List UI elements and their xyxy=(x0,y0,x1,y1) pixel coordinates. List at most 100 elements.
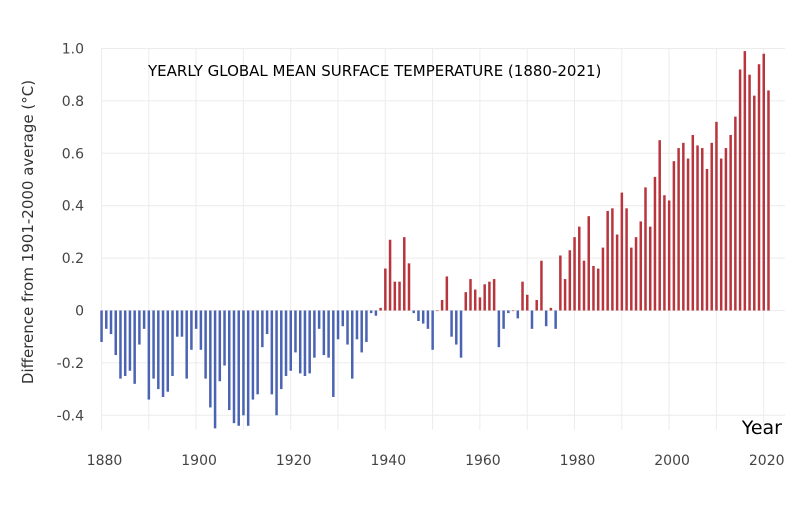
bar-1916 xyxy=(270,310,274,395)
bar-1938 xyxy=(374,310,378,316)
bar-1880 xyxy=(100,310,103,342)
bar-1944 xyxy=(403,237,406,311)
bar-2016 xyxy=(743,51,747,311)
bar-2001 xyxy=(672,161,676,311)
bar-1935 xyxy=(360,310,363,353)
bar-2019 xyxy=(757,64,761,311)
bar-1950 xyxy=(431,310,434,350)
bar-1993 xyxy=(634,237,638,311)
bar-1939 xyxy=(379,307,382,311)
bar-1977 xyxy=(559,255,562,311)
bar-2021 xyxy=(767,90,770,311)
x-tick-labels: 1880 1900 1920 1940 1960 1980 2000 2020 xyxy=(87,453,785,469)
bar-1968 xyxy=(516,310,520,319)
bar-1957 xyxy=(464,292,468,311)
bar-2002 xyxy=(677,148,680,311)
bar-1981 xyxy=(578,226,581,311)
y-tick-label: -0.4 xyxy=(57,408,84,424)
bar-1896 xyxy=(175,310,179,337)
bar-1971 xyxy=(530,310,534,329)
bar-1955 xyxy=(455,310,458,345)
bar-1940 xyxy=(384,268,387,311)
bar-2020 xyxy=(762,53,765,311)
y-tick-label: 0.8 xyxy=(62,94,84,110)
bar-1949 xyxy=(426,310,430,329)
bar-1974 xyxy=(544,310,548,327)
bar-1999 xyxy=(663,195,666,311)
bar-1919 xyxy=(284,310,288,376)
bar-1995 xyxy=(644,187,647,311)
bar-1956 xyxy=(459,310,463,358)
bar-2008 xyxy=(705,169,709,311)
bar-1945 xyxy=(407,263,411,311)
bar-2007 xyxy=(701,148,704,311)
bar-1889 xyxy=(142,310,146,329)
bar-1891 xyxy=(152,310,155,379)
bar-1903 xyxy=(209,310,212,408)
bar-1920 xyxy=(289,310,292,371)
bar-1918 xyxy=(280,310,283,390)
bar-1976 xyxy=(554,310,557,329)
y-tick-labels: 1.0 0.8 0.6 0.4 0.2 0 -0.2 -0.4 xyxy=(57,42,84,425)
bar-1899 xyxy=(190,310,193,350)
bar-1922 xyxy=(298,310,302,374)
bar-1905 xyxy=(218,310,222,382)
x-tick-label: 2020 xyxy=(749,453,785,469)
bar-1964 xyxy=(497,310,501,348)
bar-1987 xyxy=(606,210,609,311)
bar-1897 xyxy=(180,310,184,337)
bar-1912 xyxy=(251,310,255,400)
bar-1954 xyxy=(450,310,453,337)
bar-1911 xyxy=(246,310,250,426)
bar-1929 xyxy=(332,310,335,397)
bar-1980 xyxy=(573,237,576,311)
bar-1970 xyxy=(526,294,529,311)
bar-1923 xyxy=(303,310,307,376)
bar-2012 xyxy=(724,148,728,311)
bar-1972 xyxy=(535,300,538,311)
bar-1927 xyxy=(322,310,326,356)
y-tick-label: 0 xyxy=(75,304,84,320)
bar-1881 xyxy=(105,310,108,329)
bar-1932 xyxy=(346,310,349,345)
bar-1887 xyxy=(133,310,136,384)
x-tick-label: 1880 xyxy=(87,453,123,469)
bar-1992 xyxy=(630,247,633,311)
bar-2013 xyxy=(729,134,732,311)
y-tick-label: -0.2 xyxy=(57,356,84,372)
bars xyxy=(100,51,770,429)
bar-1965 xyxy=(502,310,505,329)
bar-1953 xyxy=(445,276,449,311)
bar-2015 xyxy=(738,69,742,311)
bar-1900 xyxy=(194,310,198,329)
bar-1979 xyxy=(568,250,572,311)
bar-2006 xyxy=(696,145,699,311)
bar-1973 xyxy=(540,260,543,311)
bar-2000 xyxy=(667,200,671,311)
bar-1883 xyxy=(114,310,117,356)
x-tick-label: 1900 xyxy=(181,453,217,469)
bar-1991 xyxy=(625,208,628,311)
x-tick-label: 1920 xyxy=(276,453,312,469)
bar-1885 xyxy=(123,310,127,376)
bar-1937 xyxy=(369,310,373,314)
x-tick-label: 2000 xyxy=(654,453,690,469)
bar-1984 xyxy=(592,265,595,311)
bar-1925 xyxy=(313,310,316,358)
bar-1960 xyxy=(478,297,482,311)
bar-1947 xyxy=(417,310,420,321)
bar-1910 xyxy=(242,310,245,416)
bar-1895 xyxy=(171,310,174,376)
bar-1904 xyxy=(213,310,217,429)
bar-1913 xyxy=(256,310,259,395)
y-tick-label: 1.0 xyxy=(62,42,84,58)
bar-1943 xyxy=(398,281,401,311)
bar-1907 xyxy=(228,310,231,411)
bar-1996 xyxy=(648,226,652,311)
bar-1884 xyxy=(119,310,122,379)
x-tick-label: 1940 xyxy=(370,453,406,469)
bar-1986 xyxy=(601,247,605,311)
bar-1886 xyxy=(128,310,132,371)
bar-1989 xyxy=(615,234,619,311)
bar-1901 xyxy=(199,310,203,350)
